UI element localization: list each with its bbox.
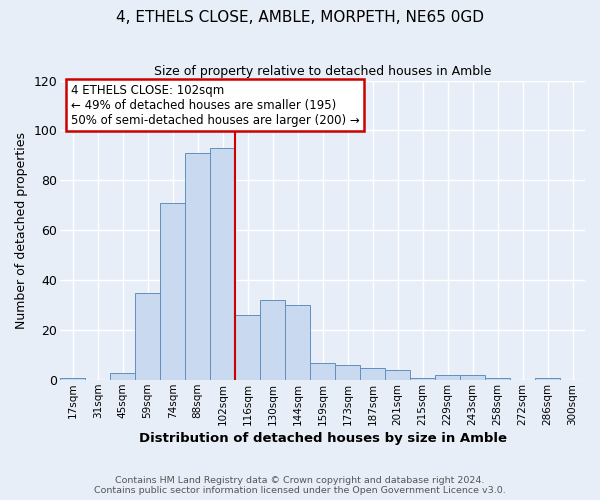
Bar: [210, 148, 235, 380]
Bar: [60, 378, 85, 380]
Bar: [335, 365, 360, 380]
Bar: [360, 368, 385, 380]
Bar: [460, 375, 485, 380]
Bar: [435, 375, 460, 380]
Text: 4, ETHELS CLOSE, AMBLE, MORPETH, NE65 0GD: 4, ETHELS CLOSE, AMBLE, MORPETH, NE65 0G…: [116, 10, 484, 25]
Bar: [235, 315, 260, 380]
Text: Contains HM Land Registry data © Crown copyright and database right 2024.
Contai: Contains HM Land Registry data © Crown c…: [94, 476, 506, 495]
X-axis label: Distribution of detached houses by size in Amble: Distribution of detached houses by size …: [139, 432, 506, 445]
Bar: [260, 300, 285, 380]
Bar: [485, 378, 510, 380]
Title: Size of property relative to detached houses in Amble: Size of property relative to detached ho…: [154, 65, 491, 78]
Bar: [535, 378, 560, 380]
Bar: [285, 306, 310, 380]
Bar: [310, 362, 335, 380]
Bar: [385, 370, 410, 380]
Bar: [160, 203, 185, 380]
Y-axis label: Number of detached properties: Number of detached properties: [15, 132, 28, 329]
Bar: [410, 378, 435, 380]
Text: 4 ETHELS CLOSE: 102sqm
← 49% of detached houses are smaller (195)
50% of semi-de: 4 ETHELS CLOSE: 102sqm ← 49% of detached…: [71, 84, 359, 126]
Bar: [110, 372, 135, 380]
Bar: [135, 293, 160, 380]
Bar: [185, 153, 210, 380]
